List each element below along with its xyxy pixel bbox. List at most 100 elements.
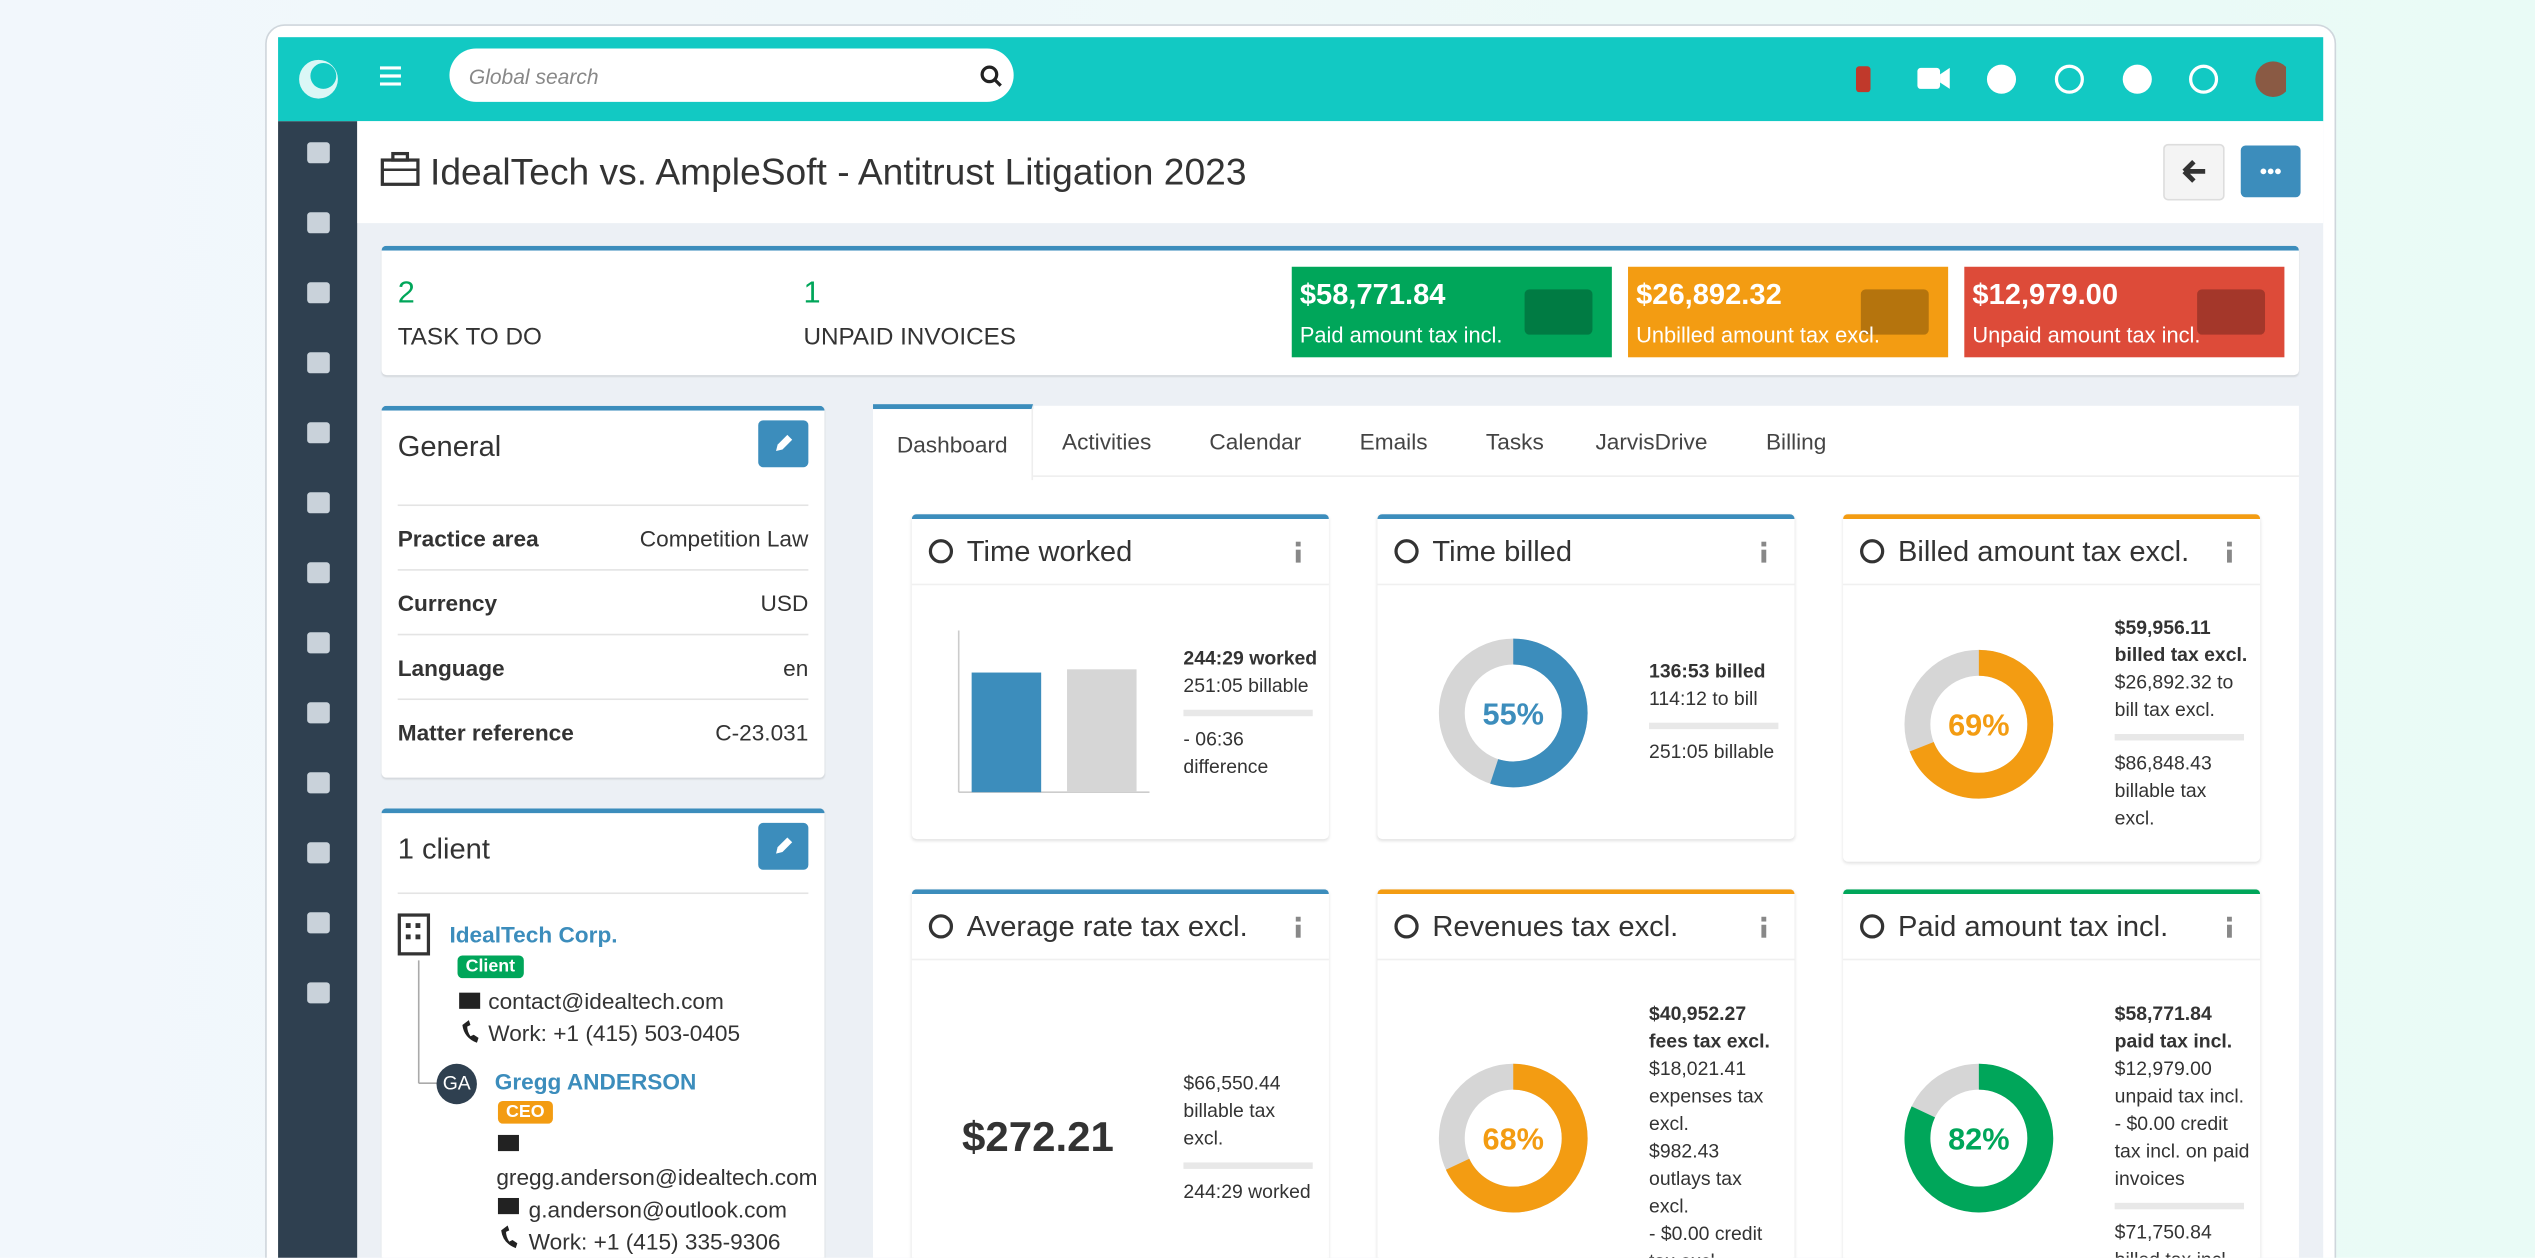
client-badge: Client — [457, 955, 524, 979]
nav-icon[interactable] — [307, 282, 330, 304]
tab[interactable]: Emails — [1359, 428, 1428, 455]
menu-button[interactable] — [379, 66, 403, 86]
kpi-icon-shape — [2197, 289, 2266, 335]
donut: 82% — [1904, 1062, 2054, 1212]
search-icon[interactable] — [980, 65, 1003, 88]
widget-stats: $66,550.44 billable tax excl. 244:29 work… — [1183, 1069, 1319, 1205]
widget-stats: 244:29 worked 251:05 billable - 06:36 diff… — [1183, 644, 1319, 780]
info-dot — [1761, 541, 1767, 547]
more-button[interactable] — [2240, 145, 2301, 198]
nav-icon[interactable] — [307, 982, 330, 1004]
info-icon[interactable] — [1293, 541, 1303, 565]
sidebar-icons[interactable] — [278, 121, 357, 1026]
widget: Time worked 244:29 worked 251:05 billable -… — [911, 514, 1329, 840]
info-dot — [2227, 541, 2232, 547]
widget-body: 244:29 worked 251:05 billable - 06:36 diff… — [912, 585, 1329, 839]
nav-icon[interactable] — [307, 562, 330, 584]
search-placeholder: Global search — [468, 64, 599, 89]
nav-icon[interactable] — [307, 632, 330, 654]
nav-icon[interactable] — [307, 842, 330, 864]
tab[interactable]: Calendar — [1209, 428, 1302, 455]
contact-icons — [497, 1134, 519, 1249]
nav-icon[interactable] — [307, 772, 330, 794]
nav-icon[interactable] — [307, 912, 330, 934]
contact-icons — [459, 992, 481, 1043]
toolbar-icons[interactable] — [1850, 60, 2287, 99]
widget: Billed amount tax excl. 69% $59,956.11 bil… — [1843, 514, 2261, 862]
contact-badge: CEO — [497, 1100, 553, 1124]
contact-email: g.anderson@outlook.com — [528, 1196, 787, 1223]
company-link[interactable]: IdealTech Corp. — [449, 921, 618, 948]
nav-icon[interactable] — [307, 142, 330, 164]
info-bar — [2227, 549, 2232, 563]
widget-title: Paid amount tax incl. — [1898, 910, 2169, 943]
kpi-box: $12,979.00 Unpaid amount tax incl. — [1964, 266, 2285, 358]
widget-header: Billed amount tax excl. — [1843, 519, 2261, 586]
widget-icon — [1860, 539, 1885, 564]
nav-icon[interactable] — [307, 492, 330, 514]
tab-divider — [873, 475, 2299, 477]
nav-icon[interactable] — [307, 422, 330, 444]
field-row: Currency USD — [397, 569, 809, 635]
kpi-amount: $58,771.84 — [1299, 278, 1446, 311]
company-phone: Work: +1 (415) 503-0405 — [488, 1020, 741, 1047]
tab[interactable]: Dashboard — [873, 404, 1034, 481]
tab[interactable]: Tasks — [1485, 428, 1544, 455]
widget-title: Billed amount tax excl. — [1898, 535, 2190, 568]
donut-arc — [1904, 1062, 2054, 1212]
info-dot — [1295, 916, 1301, 922]
tab[interactable]: Activities — [1061, 428, 1152, 455]
donut: 55% — [1438, 637, 1588, 787]
info-bar — [1761, 549, 1767, 563]
summary-count: 2 — [397, 276, 415, 311]
widget-chart: 82% — [1843, 1057, 2115, 1219]
nav-icon[interactable] — [307, 702, 330, 724]
summary-label: UNPAID INVOICES — [803, 323, 1016, 351]
info-icon[interactable] — [1759, 916, 1769, 940]
widget-body: 55% 136:53 billed 114:12 to bill 251:05 bil… — [1377, 585, 1794, 839]
widget-header: Time billed — [1377, 519, 1795, 586]
info-icon[interactable] — [2225, 541, 2235, 565]
info-dot — [2227, 916, 2232, 922]
widget-body: 69% $59,956.11 billed tax excl. $26,892.32… — [1843, 585, 2260, 861]
kpi-label: Unbilled amount tax excl. — [1636, 323, 1880, 348]
widget-chart: 69% — [1843, 643, 2115, 805]
back-button[interactable] — [2163, 143, 2225, 201]
logo — [299, 59, 338, 99]
nav-icon[interactable] — [307, 352, 330, 374]
top-bar: Global search — [278, 37, 2324, 122]
widget-icon-shape — [928, 539, 954, 564]
kpi-icon-shape — [1860, 289, 1929, 335]
donut: 68% — [1438, 1062, 1588, 1212]
info-icon[interactable] — [2225, 916, 2235, 940]
kpi-amount: $12,979.00 — [1972, 278, 2119, 311]
info-bar — [1761, 924, 1767, 938]
contact-link[interactable]: Gregg ANDERSON — [494, 1068, 697, 1095]
field-row: Practice area Competition Law — [397, 504, 809, 570]
tab[interactable]: Billing — [1765, 428, 1827, 455]
widget-chart: 55% — [1377, 631, 1649, 793]
tab[interactable]: JarvisDrive — [1595, 428, 1708, 455]
donut-label: 69% — [1948, 707, 2009, 742]
kpi-box: $58,771.84 Paid amount tax incl. — [1291, 266, 1612, 358]
nav-icon[interactable] — [307, 212, 330, 234]
search-box[interactable]: Global search — [449, 48, 1014, 102]
stat-separator — [1183, 1161, 1313, 1169]
info-icon[interactable] — [1759, 541, 1769, 565]
donut-arc — [1438, 637, 1588, 787]
donut-arc — [1438, 1062, 1588, 1212]
widget-header: Time worked — [911, 519, 1329, 586]
edit-button[interactable] — [758, 420, 809, 468]
stat-separator — [1183, 708, 1313, 716]
widget: Time billed 55% 136:53 billed 114:12 to bil… — [1377, 514, 1795, 840]
stat-line: - $0.00 credit tax incl. on paid invoice… — [2114, 1112, 2250, 1190]
widget-header: Revenues tax excl. — [1377, 894, 1795, 961]
info-icon[interactable] — [1293, 916, 1303, 940]
field-value: Competition Law — [639, 525, 809, 552]
stat-line: $59,956.11 billed tax excl. — [2114, 615, 2248, 667]
edit-button[interactable] — [758, 822, 809, 870]
briefcase-icon — [380, 151, 420, 186]
stat-line: $12,979.00 unpaid tax incl. — [2114, 1057, 2245, 1108]
widget-stats: $58,771.84 paid tax incl. $12,979.00 unpa… — [2114, 1001, 2251, 1258]
title-bar: IdealTech vs. AmpleSoft - Antitrust Liti… — [357, 121, 2324, 224]
